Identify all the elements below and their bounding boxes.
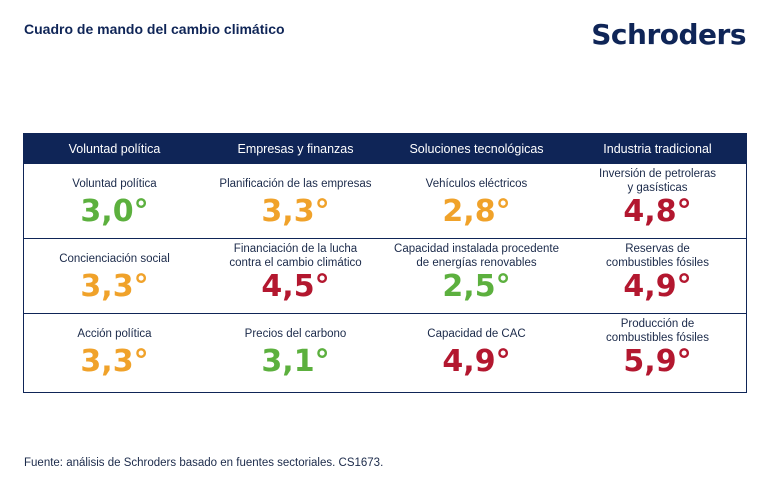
temperature-value: 5,9°: [623, 344, 692, 379]
temperature-value: 4,8°: [623, 194, 692, 229]
scorecard-cell: Planificación de las empresas 3,3°: [205, 164, 386, 239]
scorecard-cell: Capacidad de CAC 4,9°: [386, 314, 567, 389]
indicator-label: Precios del carbono: [244, 328, 347, 340]
row-divider: [24, 238, 746, 239]
source-note: Fuente: análisis de Schroders basado en …: [24, 457, 384, 469]
temperature-value: 3,1°: [261, 344, 330, 379]
scorecard-cell: Reservas de combustibles fósiles 4,9°: [567, 239, 748, 314]
scorecard-cell: Acción política 3,3°: [24, 314, 205, 389]
temperature-value: 4,9°: [623, 269, 692, 304]
schroders-logo: Schroders: [591, 18, 746, 51]
temperature-value: 3,3°: [261, 194, 330, 229]
indicator-label: Concienciación social: [59, 253, 170, 265]
table-header: Voluntad política Empresas y finanzas So…: [24, 134, 746, 164]
column-header-business-finance: Empresas y finanzas: [237, 142, 354, 156]
indicator-label: Producción de combustibles fósiles: [606, 318, 709, 344]
column-header-traditional-industry: Industria tradicional: [603, 142, 712, 156]
indicator-label: Capacidad instalada procedente de energí…: [394, 243, 559, 269]
temperature-value: 3,3°: [80, 344, 149, 379]
indicator-label: Reservas de combustibles fósiles: [606, 243, 709, 269]
row-divider: [24, 313, 746, 314]
scorecard-cell: Financiación de la lucha contra el cambi…: [205, 239, 386, 314]
scorecard-cell: Precios del carbono 3,1°: [205, 314, 386, 389]
scorecard-cell: Producción de combustibles fósiles 5,9°: [567, 314, 748, 389]
temperature-value: 3,3°: [80, 269, 149, 304]
scorecard-cell: Capacidad instalada procedente de energí…: [386, 239, 567, 314]
indicator-label: Capacidad de CAC: [427, 328, 526, 340]
column-header-political-will: Voluntad política: [68, 142, 161, 156]
indicator-label: Acción política: [77, 328, 152, 340]
column-header-tech-solutions: Soluciones tecnológicas: [409, 142, 544, 156]
indicator-label: Financiación de la lucha contra el cambi…: [229, 243, 362, 269]
scorecard-cell: Vehículos eléctricos 2,8°: [386, 164, 567, 239]
scorecard-cell: Inversión de petroleras y gasísticas 4,8°: [567, 164, 748, 239]
indicator-label: Inversión de petroleras y gasísticas: [599, 168, 716, 194]
temperature-value: 2,5°: [442, 269, 511, 304]
climate-dashboard-table: Voluntad política Empresas y finanzas So…: [23, 133, 747, 393]
temperature-value: 3,0°: [80, 194, 149, 229]
indicator-label: Vehículos eléctricos: [425, 178, 528, 190]
indicator-label: Voluntad política: [72, 178, 157, 190]
temperature-value: 2,8°: [442, 194, 511, 229]
scorecard-cell: Concienciación social 3,3°: [24, 239, 205, 314]
indicator-label: Planificación de las empresas: [219, 178, 372, 190]
page-title: Cuadro de mando del cambio climático: [24, 21, 285, 37]
temperature-value: 4,9°: [442, 344, 511, 379]
scorecard-cell: Voluntad política 3,0°: [24, 164, 205, 239]
temperature-value: 4,5°: [261, 269, 330, 304]
